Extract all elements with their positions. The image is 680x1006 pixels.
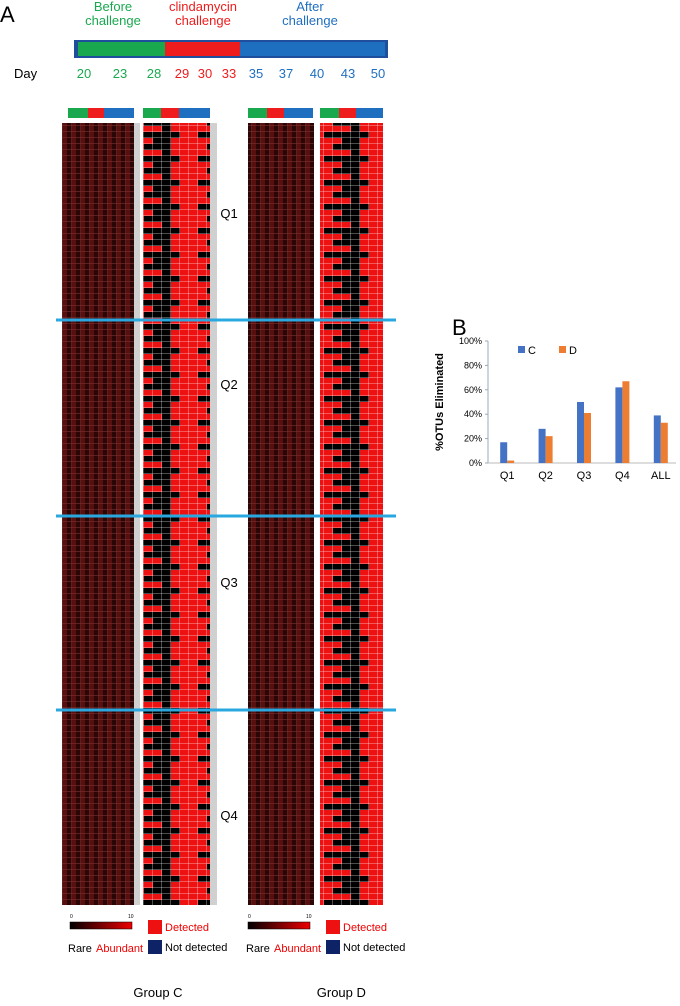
y-tick-label: 80% [464,360,482,370]
panel-label: A [0,2,15,27]
day-tick: 29 [175,66,189,81]
scale-bar [247,921,311,930]
abundant-label: Abundant [274,943,321,955]
x-tick-label: Q4 [615,470,630,482]
day-tick: 40 [310,66,324,81]
phase-label: challenge [282,13,338,28]
timeline-before [78,42,165,56]
abundant-label: Abundant [96,943,143,955]
y-tick-label: 20% [464,434,482,444]
detected-label: Detected [165,922,209,934]
heatmap-grid [320,123,383,905]
quartile-labels: Q1 Q2 Q3 Q4 [220,206,237,823]
day-tick: 28 [147,66,161,81]
col-header [248,108,313,118]
day-tick: 35 [249,66,263,81]
group-label: Group C [133,985,182,1000]
day-tick: 23 [113,66,127,81]
legend-swatch [559,346,566,353]
rare-label: Rare [246,943,270,955]
timeline-clinda [165,42,240,56]
not-detected-swatch [326,940,340,954]
legend-label: D [569,345,577,357]
x-tick-label: Q2 [538,470,553,482]
bar [538,428,546,463]
bar [653,415,661,463]
quartile-label: Q2 [220,377,237,392]
detected-swatch [326,920,340,934]
day-tick: 30 [198,66,212,81]
x-tick-label: Q3 [577,470,592,482]
quartile-label: Q1 [220,206,237,221]
legends: 0 10 Rare Abundant Detected Not detected Group… [68,914,405,1000]
x-tick-label: Q1 [500,470,515,482]
bar [660,422,668,463]
detected-swatch [148,920,162,934]
phase-label: Before [94,0,132,14]
y-tick-label: 40% [464,409,482,419]
bar [577,402,584,463]
phase-label: clindamycin [169,0,237,14]
heatmaps [56,108,396,905]
day-tick: 50 [371,66,385,81]
col-header [320,108,383,118]
phase-label: challenge [175,13,231,28]
day-tick: 20 [77,66,91,81]
bar [507,460,515,463]
phase-label: After [296,0,324,14]
detected-label: Detected [343,922,387,934]
scale-max: 10 [128,914,134,920]
quartile-label: Q4 [220,808,237,823]
bar [584,412,591,463]
heatmap-abundance-d [248,123,314,905]
scale-min: 0 [70,914,73,920]
heatmap-abundance-c [62,123,134,905]
scale-max: 10 [306,914,312,920]
bar [545,436,553,463]
not-detected-swatch [148,940,162,954]
heatmap-shadow [210,123,217,905]
y-tick-label: 0% [469,458,482,468]
heatmap-grid [143,123,210,905]
x-tick-label: ALL [651,470,671,482]
day-tick: 43 [341,66,355,81]
phase-label: challenge [85,13,141,28]
y-tick-label: 100% [459,336,482,346]
legend-swatch [518,346,525,353]
panel-label: B [452,315,467,340]
y-tick-label: 60% [464,385,482,395]
legend-label: C [528,345,536,357]
scale-min: 0 [248,914,251,920]
chart-b: B %OTUs Eliminated 0% 20% 40% 60% 80% 100% Q1 Q2 Q… [434,315,676,482]
quartile-label: Q3 [220,575,237,590]
rare-label: Rare [68,943,92,955]
col-header [143,108,210,118]
not-detected-label: Not detected [165,942,227,954]
day-tick: 37 [279,66,293,81]
bar [500,442,508,463]
bar [615,387,623,463]
day-label: Day [14,66,38,81]
timeline-after [240,42,385,56]
not-detected-label: Not detected [343,942,405,954]
scale-bar [69,921,133,930]
col-header [68,108,134,118]
day-tick: 33 [222,66,236,81]
group-label: Group D [317,985,366,1000]
heatmap-shadow [134,123,140,905]
y-axis-label: %OTUs Eliminated [434,353,446,451]
bar [622,381,630,463]
